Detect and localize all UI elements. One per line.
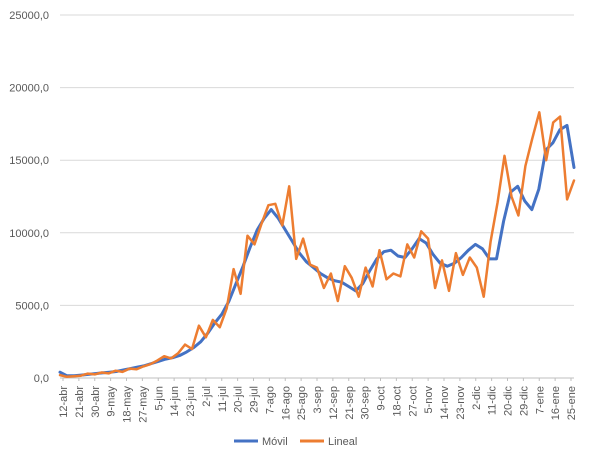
- x-tick-label: 2-jul: [201, 386, 213, 407]
- x-axis: 12-abr 21-abr 30-abr 9-may 18-may 27-may 5-jun…: [58, 378, 578, 423]
- y-tick-label: 0,0: [34, 373, 49, 385]
- x-tick-label: 7-ene: [534, 386, 546, 414]
- y-tick-label: 5000,0: [15, 300, 49, 312]
- x-tick-label: 18-may: [122, 386, 134, 423]
- x-tick-label: 16-ene: [550, 386, 562, 420]
- x-tick-label: 2-dic: [471, 386, 483, 410]
- legend: Móvil Lineal: [234, 436, 357, 448]
- x-tick-label: 23-nov: [455, 386, 467, 420]
- x-tick-label: 27-oct: [407, 386, 419, 417]
- series-line-movil: [58, 123, 576, 378]
- x-tick-label: 30-abr: [90, 386, 102, 418]
- x-tick-label: 5-nov: [423, 386, 435, 414]
- series-line-lineal: [58, 111, 576, 379]
- x-tick-label: 3-sep: [312, 386, 324, 414]
- x-tick-label: 21-sep: [344, 386, 356, 420]
- y-tick-label: 15000,0: [9, 155, 49, 167]
- x-tick-label: 5-jun: [153, 386, 165, 410]
- y-tick-label: 25000,0: [9, 10, 49, 22]
- legend-label-movil: Móvil: [262, 436, 288, 448]
- x-tick-label: 12-abr: [58, 386, 70, 418]
- gridlines: [60, 14, 574, 379]
- x-tick-label: 14-jun: [169, 386, 181, 417]
- x-tick-label: 18-oct: [391, 386, 403, 417]
- x-tick-label: 27-may: [137, 386, 149, 423]
- y-axis: 0,0 5000,0 10000,0 15000,0 20000,0 25000,0: [9, 10, 49, 385]
- x-tick-label: 20-jul: [233, 386, 245, 413]
- x-tick-label: 29-dic: [518, 386, 530, 416]
- x-tick-label: 12-sep: [328, 386, 340, 420]
- x-tick-label: 11-jul: [217, 386, 229, 412]
- y-tick-label: 20000,0: [9, 83, 49, 95]
- x-tick-label: 9-may: [106, 386, 118, 417]
- x-tick-label: 11-dic: [487, 386, 499, 416]
- x-tick-label: 20-dic: [503, 386, 515, 416]
- x-tick-label: 25-ago: [296, 386, 308, 420]
- series-layer: [58, 111, 576, 379]
- x-tick-label: 25-ene: [566, 386, 578, 420]
- x-tick-label: 9-oct: [376, 386, 388, 410]
- x-tick-label: 7-ago: [264, 386, 276, 414]
- legend-label-lineal: Lineal: [328, 436, 357, 448]
- x-tick-label: 14-nov: [439, 386, 451, 420]
- x-tick-label: 16-ago: [280, 386, 292, 420]
- x-tick-label: 29-jul: [249, 386, 261, 413]
- y-tick-label: 10000,0: [9, 228, 49, 240]
- x-tick-label: 21-abr: [74, 386, 86, 418]
- x-tick-label: 23-jun: [185, 386, 197, 417]
- x-tick-label: 30-sep: [360, 386, 372, 420]
